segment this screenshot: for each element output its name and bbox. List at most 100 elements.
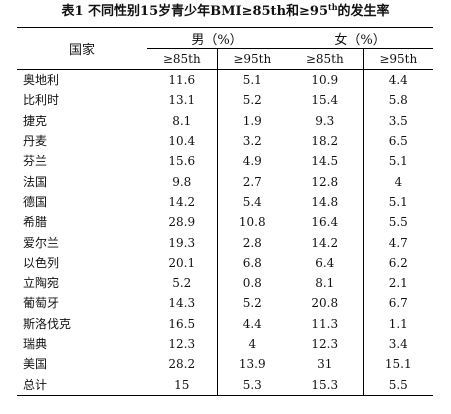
header-male: 男（%） <box>147 27 288 49</box>
value-cell-m85: 5.2 <box>172 276 192 291</box>
country-cell: 瑞典 <box>23 337 48 351</box>
value-cell-f85: 15.3 <box>287 374 364 396</box>
table-row: 爱尔兰 19.3 2.8 14.2 4.7 <box>17 232 434 253</box>
value-cell-f95: 6.5 <box>362 130 434 152</box>
value-cell-m85: 28.9 <box>168 215 196 230</box>
value-cell-m85: 11.6 <box>168 73 196 88</box>
table-row: 美国 28.2 13.9 31 15.1 <box>17 354 434 375</box>
caption-prefix: 表1 不同性别15岁青少年BMI≥85th和≥95 <box>61 4 328 19</box>
value-cell-m95: 5.1 <box>216 69 288 91</box>
table-row: 德国 14.2 5.4 14.8 5.1 <box>17 191 434 213</box>
country-cell: 德国 <box>23 194 48 209</box>
value-cell-m95: 1.9 <box>216 110 288 131</box>
caption-superscript: th <box>328 2 338 12</box>
value-cell-m95: 2.8 <box>216 232 288 253</box>
table-row: 瑞典 12.3 4 12.3 3.4 <box>17 333 434 355</box>
value-cell-m95: 4.9 <box>216 151 288 172</box>
header-row-percentiles: ≥85th ≥95th ≥85th ≥95th <box>17 48 434 70</box>
country-cell: 捷克 <box>23 113 48 128</box>
value-cell-m85: 19.3 <box>168 235 196 250</box>
value-cell-m95: 5.2 <box>216 293 288 314</box>
value-cell-f85: 11.3 <box>311 316 339 331</box>
value-cell-m95: 5.3 <box>216 374 288 396</box>
header-female-85: ≥85th <box>287 48 364 70</box>
table-row: 希腊 28.9 10.8 16.4 5.5 <box>17 212 434 233</box>
value-cell-m85: 12.3 <box>168 337 196 351</box>
header-male-95: ≥95th <box>216 48 288 70</box>
value-cell-f85: 9.3 <box>315 113 335 128</box>
value-cell-m95: 3.2 <box>216 130 288 152</box>
header-male-85: ≥85th <box>147 48 217 70</box>
value-cell-m85: 28.2 <box>168 357 196 372</box>
country-cell: 葡萄牙 <box>23 296 60 311</box>
value-cell-f95: 5.8 <box>362 90 434 111</box>
value-cell-f95: 4 <box>362 171 434 192</box>
table-row: 奥地利 11.6 5.1 10.9 4.4 <box>17 69 434 91</box>
value-cell-m95: 6.8 <box>216 252 288 273</box>
value-cell-m95: 5.2 <box>216 90 288 111</box>
country-cell: 总计 <box>17 374 147 396</box>
country-cell: 法国 <box>23 174 48 189</box>
value-cell-f95: 6.2 <box>362 252 434 273</box>
value-cell-f95: 5.5 <box>362 374 434 396</box>
value-cell-f85: 12.3 <box>311 337 339 351</box>
value-cell-m95: 10.8 <box>216 212 288 233</box>
table-row: 法国 9.8 2.7 12.8 4 <box>17 171 434 192</box>
country-cell: 芬兰 <box>23 154 48 169</box>
value-cell-m95: 5.4 <box>216 191 288 213</box>
value-cell-m95: 13.9 <box>216 354 288 375</box>
value-cell-m85: 15 <box>147 374 217 396</box>
country-cell: 爱尔兰 <box>23 235 60 250</box>
value-cell-m85: 14.2 <box>168 194 196 209</box>
table-row: 芬兰 15.6 4.9 14.5 5.1 <box>17 151 434 172</box>
table-row: 比利时 13.1 5.2 15.4 5.8 <box>17 90 434 111</box>
caption-suffix: 的发生率 <box>337 4 390 19</box>
value-cell-m85: 16.5 <box>168 316 196 331</box>
country-cell: 奥地利 <box>23 73 60 88</box>
table-caption: 表1 不同性别15岁青少年BMI≥85th和≥95th的发生率 <box>0 2 451 20</box>
table-body: 奥地利 11.6 5.1 10.9 4.4 比利时 13.1 5.2 15.4 5.8 捷克 8.1 1… <box>17 69 434 396</box>
value-cell-f85: 14.2 <box>311 235 339 250</box>
value-cell-f85: 8.1 <box>315 276 335 291</box>
country-cell: 立陶宛 <box>23 276 60 291</box>
value-cell-f95: 2.1 <box>362 272 434 294</box>
table-row: 立陶宛 5.2 0.8 8.1 2.1 <box>17 272 434 294</box>
value-cell-f85: 15.4 <box>311 93 339 108</box>
table-row: 总计 15 5.3 15.3 5.5 <box>17 374 434 396</box>
header-country: 国家 <box>17 27 147 70</box>
value-cell-f95: 5.5 <box>362 212 434 233</box>
value-cell-f85: 12.8 <box>311 174 339 189</box>
table-row: 捷克 8.1 1.9 9.3 3.5 <box>17 110 434 131</box>
header-row-groups: 国家 男（%） 女（%） <box>17 27 434 70</box>
value-cell-f95: 3.5 <box>362 110 434 131</box>
value-cell-m85: 20.1 <box>168 255 196 270</box>
value-cell-m85: 14.3 <box>168 296 196 311</box>
value-cell-m85: 8.1 <box>172 113 192 128</box>
country-cell: 美国 <box>23 357 48 372</box>
country-cell: 以色列 <box>23 255 60 270</box>
value-cell-f85: 20.8 <box>311 296 339 311</box>
country-cell: 希腊 <box>23 215 48 230</box>
value-cell-m85: 13.1 <box>168 93 196 108</box>
value-cell-f95: 5.1 <box>362 151 434 172</box>
value-cell-f95: 4.4 <box>362 69 434 91</box>
table-row: 斯洛伐克 16.5 4.4 11.3 1.1 <box>17 313 434 334</box>
value-cell-f95: 1.1 <box>362 313 434 334</box>
value-cell-f85: 10.9 <box>311 73 339 88</box>
value-cell-f95: 4.7 <box>362 232 434 253</box>
value-cell-m95: 4.4 <box>216 313 288 334</box>
country-cell: 丹麦 <box>23 134 48 149</box>
value-cell-f85: 14.8 <box>311 194 339 209</box>
value-cell-f85: 31 <box>317 357 333 372</box>
value-cell-f95: 15.1 <box>362 354 434 375</box>
value-cell-f85: 6.4 <box>315 255 335 270</box>
header-female: 女（%） <box>287 27 434 49</box>
table-row: 以色列 20.1 6.8 6.4 6.2 <box>17 252 434 273</box>
value-cell-m85: 9.8 <box>172 174 192 189</box>
value-cell-m95: 4 <box>216 333 288 355</box>
header-female-95: ≥95th <box>362 48 434 70</box>
value-cell-f95: 3.4 <box>362 333 434 355</box>
country-cell: 比利时 <box>23 93 60 108</box>
value-cell-m85: 15.6 <box>168 154 196 169</box>
